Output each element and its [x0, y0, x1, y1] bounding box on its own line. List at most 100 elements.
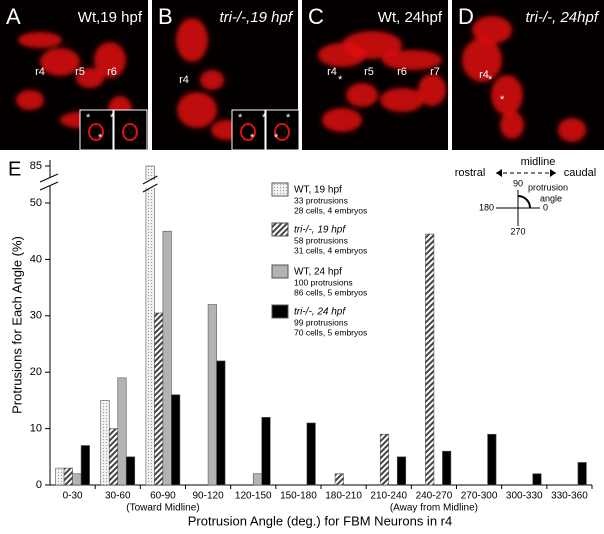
bar	[577, 462, 587, 486]
bar	[425, 233, 435, 486]
asterisk: *	[250, 132, 255, 144]
bar-break-mark	[142, 183, 158, 193]
neuron-signal	[462, 38, 502, 82]
x-axis-title: Protrusion Angle (deg.) for FBM Neurons …	[188, 513, 452, 528]
panel-title: Wt, 24hpf	[378, 9, 443, 26]
x-tick-note: (Toward Midline)	[126, 503, 199, 514]
neuron-signal	[18, 32, 62, 48]
panel-title: Wt,19 hpf	[78, 9, 143, 26]
asterisk: *	[110, 112, 115, 124]
neuron-signal	[500, 111, 524, 139]
rhombomere-label: r5	[364, 66, 374, 78]
y-tick-label: 85	[30, 160, 42, 172]
asterisk: *	[338, 74, 343, 86]
legend-detail: 70 cells, 5 embryos	[294, 327, 367, 337]
protrusion-label: protrusion	[528, 182, 568, 192]
angle-180: 180	[479, 202, 494, 212]
legend-swatch	[271, 182, 289, 197]
x-tick-label: 0-30	[63, 491, 83, 502]
bar	[171, 394, 181, 486]
rhombomere-label: r6	[107, 66, 117, 78]
bar	[108, 428, 119, 486]
legend-detail: 99 protrusions	[294, 317, 348, 327]
asterisk: *	[500, 94, 505, 106]
bar	[154, 312, 164, 486]
panel-letter: C	[308, 4, 324, 29]
fluorescence	[462, 16, 586, 142]
y-tick-label: 20	[30, 366, 42, 378]
neuron-signal	[94, 42, 126, 78]
bar	[162, 230, 172, 486]
neuron-signal	[40, 48, 80, 76]
asterisk: *	[286, 112, 291, 124]
y-tick-label: 50	[30, 197, 42, 209]
inset-box	[79, 109, 114, 151]
legend-detail: 33 protrusions	[294, 195, 348, 205]
inset-cell	[240, 123, 256, 141]
legend-detail: 31 cells, 4 embryos	[294, 245, 367, 255]
bar	[334, 473, 344, 486]
x-tick-label: 120-150	[235, 491, 272, 502]
x-tick-label: 240-270	[416, 491, 453, 502]
neuron-signal	[382, 50, 442, 70]
panel-title: tri-/-,19 hpf	[219, 9, 293, 26]
asterisk: *	[262, 112, 267, 124]
y-tick-label: 30	[30, 310, 42, 322]
panel-letter: B	[158, 4, 173, 29]
panel-letter: D	[458, 4, 474, 29]
x-tick-label: 60-90	[150, 491, 176, 502]
neuron-signal	[472, 16, 512, 44]
neuron-signal	[558, 118, 586, 142]
axis-break-gap	[38, 178, 62, 186]
legend-swatch	[271, 304, 289, 319]
x-tick-note: (Away from Midline)	[390, 503, 478, 514]
y-axis-title: Protrusions for Each Angle (%)	[9, 236, 24, 414]
bar-break-gap	[144, 180, 156, 188]
panel-letter: A	[6, 4, 21, 29]
y-tick-label: 0	[36, 479, 42, 491]
neuron-signal	[322, 108, 362, 132]
rhombomere-label: r4	[179, 74, 189, 86]
y-tick-label: 40	[30, 253, 42, 265]
bar	[80, 445, 90, 486]
asterisk: *	[238, 112, 243, 124]
rhombomere-label: r6	[397, 66, 407, 78]
bar	[125, 456, 136, 486]
x-tick-label: 330-360	[551, 491, 588, 502]
legend-detail: 58 protrusions	[294, 235, 348, 245]
angle-90: 90	[513, 178, 523, 188]
asterisk: *	[274, 132, 279, 144]
neuron-signal	[342, 31, 402, 59]
x-tick-label: 30-60	[105, 491, 131, 502]
bar	[532, 473, 542, 486]
bar	[63, 467, 73, 486]
x-tick-label: 300-330	[506, 491, 543, 502]
rhombomere-label: r4	[479, 69, 489, 81]
asterisk: *	[98, 132, 103, 144]
x-tick-label: 150-180	[280, 491, 317, 502]
legend-label: tri-/-, 19 hpf	[294, 225, 346, 236]
arrow-heads	[496, 169, 556, 177]
legend-detail: 86 cells, 5 embryos	[294, 287, 367, 297]
bar	[207, 304, 217, 486]
x-tick-label: 90-120	[193, 491, 225, 502]
y-tick-label: 10	[30, 423, 42, 435]
bar	[145, 165, 155, 486]
neuron-signal	[200, 70, 224, 90]
neuron-signal	[16, 90, 44, 110]
neuron-signal	[346, 83, 378, 107]
asterisk: *	[488, 74, 493, 86]
rhombomere-label: r4	[35, 66, 45, 78]
angle-270: 270	[510, 226, 525, 236]
x-tick-label: 270-300	[461, 491, 498, 502]
bar	[396, 456, 407, 486]
bar	[306, 422, 316, 486]
angle-label: angle	[540, 193, 562, 203]
angle-0: 0	[543, 202, 548, 212]
bar	[442, 450, 452, 486]
neuron-signal	[491, 75, 523, 115]
fluorescence	[318, 31, 446, 132]
inset-cell	[88, 123, 104, 141]
angle-inset: rostral midline caudal 90 180 0 270 prot…	[455, 156, 596, 236]
